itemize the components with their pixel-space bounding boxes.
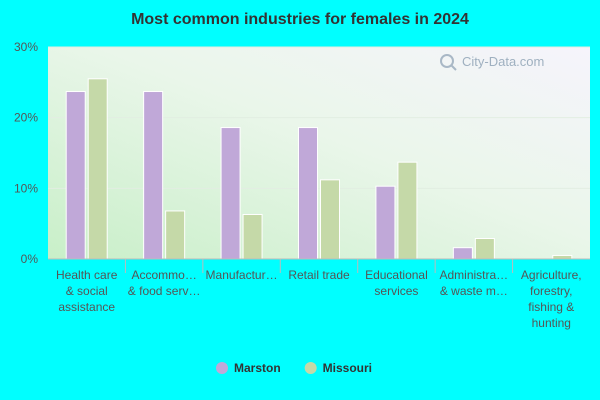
bars (65, 78, 573, 260)
bar-missouri (320, 179, 340, 260)
y-tick-label: 20% (14, 111, 38, 125)
bar-missouri (242, 213, 263, 260)
bar-missouri (165, 210, 186, 260)
x-tick-label: Administra… & waste m… (440, 268, 509, 298)
legend-swatch (216, 362, 228, 374)
bar-missouri (397, 161, 418, 260)
bar-missouri (552, 254, 573, 260)
bar-marston (452, 247, 473, 260)
magnifier-icon (440, 54, 457, 71)
x-tick-label: Accommo… & food serv… (128, 268, 201, 298)
bar-missouri (474, 238, 495, 260)
y-tick-label: 30% (14, 40, 38, 54)
y-tick-label: 0% (21, 252, 39, 266)
watermark-text: City-Data.com (462, 54, 544, 69)
x-tick-label: Agriculture, forestry, fishing & hunting (521, 268, 582, 330)
y-tick-label: 10% (14, 181, 38, 195)
bar-marston (298, 127, 318, 260)
grid-lines (48, 46, 590, 189)
bar-marston (143, 91, 164, 260)
legend: Marston Missouri (216, 361, 372, 375)
legend-swatch (304, 362, 317, 374)
legend-label: Marston (234, 361, 281, 375)
legend-label: Missouri (323, 361, 372, 375)
x-tick-label: Manufactur… (206, 268, 278, 282)
x-tick-label: Educational services (365, 268, 428, 298)
bar-marston (65, 91, 86, 260)
watermark: City-Data.com (440, 54, 544, 71)
y-axis: 0% 10% 20% 30% (14, 40, 38, 266)
x-axis: Health care & social assistance Accommo… & f… (56, 259, 582, 330)
bar-missouri (87, 78, 108, 260)
bar-marston (375, 185, 396, 260)
x-tick-label: Health care & social assistance (56, 268, 118, 314)
x-tick-label: Retail trade (288, 268, 350, 282)
chart-title: Most common industries for females in 20… (131, 11, 469, 28)
bar-marston (220, 127, 241, 260)
plot-area (48, 47, 590, 259)
